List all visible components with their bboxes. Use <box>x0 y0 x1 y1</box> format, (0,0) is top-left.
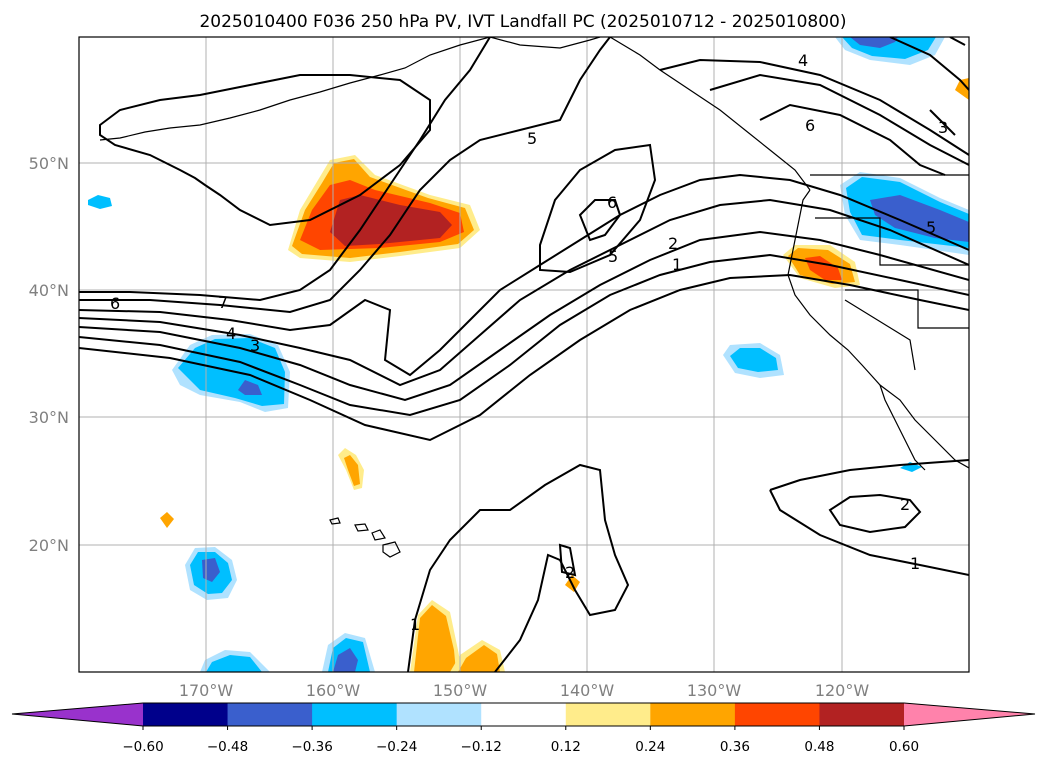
lat-label: 40°N <box>29 281 69 300</box>
colorbar-tick-label: −0.12 <box>461 739 502 755</box>
colorbar-bin <box>819 703 905 726</box>
colorbar-ticks: −0.60 −0.48 −0.36 −0.24 −0.12 0.12 0.24 0.36 0.4… <box>122 726 919 755</box>
colorbar-tick-label: 0.48 <box>804 739 834 755</box>
lon-label: 170°W <box>179 681 234 700</box>
negative-anomaly-baja <box>900 462 922 472</box>
positive-anomaly-north-pacific <box>288 155 480 262</box>
lon-label: 150°W <box>433 681 488 700</box>
contour-label: 2 <box>900 495 910 514</box>
colorbar-bin <box>143 703 229 726</box>
contour-label: 2 <box>668 234 678 253</box>
contour-label: 6 <box>805 116 815 135</box>
lon-label: 120°W <box>815 681 870 700</box>
colorbar-bin <box>481 703 567 726</box>
colorbar-bin <box>227 703 313 726</box>
colorbar-bin <box>12 703 143 726</box>
contour-label: 6 <box>110 294 120 313</box>
colorbar-bin <box>312 703 398 726</box>
latitude-labels: 50°N 40°N 30°N 20°N <box>29 154 69 555</box>
colorbar-tick-label: −0.36 <box>291 739 332 755</box>
contour-label: 1 <box>910 554 920 573</box>
colorbar-tick-label: −0.24 <box>376 739 417 755</box>
lon-label: 130°W <box>687 681 742 700</box>
colorbar-bin <box>650 703 736 726</box>
positive-anomaly-small-2 <box>160 512 174 528</box>
lat-label: 30°N <box>29 408 69 427</box>
map-frame <box>78 36 970 673</box>
contour-label: 6 <box>607 193 617 212</box>
contour-label: 1 <box>410 615 420 634</box>
contour-label: 5 <box>608 247 618 266</box>
longitude-labels: 170°W 160°W 150°W 140°W 130°W 120°W <box>179 681 870 700</box>
colorbar: −0.60 −0.48 −0.36 −0.24 −0.12 0.12 0.24 0.36 0.4… <box>11 702 1036 755</box>
colorbar-outline <box>11 702 1036 727</box>
colorbar-bin <box>734 703 820 726</box>
lon-label: 140°W <box>560 681 615 700</box>
contour-label: 5 <box>926 218 936 237</box>
contour-labels: 6 7 4 3 5 6 5 2 1 4 6 3 2 1 1 2 5 <box>110 51 948 634</box>
colorbar-tick-label: 0.60 <box>889 739 919 755</box>
coastlines <box>99 37 969 558</box>
negative-anomaly-offshore-ca <box>723 343 784 378</box>
colorbar-tick-label: 0.36 <box>720 739 750 755</box>
colorbar-bin <box>565 703 651 726</box>
contour-label: 4 <box>798 51 808 70</box>
negative-anomaly-south <box>200 633 375 672</box>
colorbar-bin <box>904 703 1035 726</box>
contour-label: 1 <box>672 255 682 274</box>
contour-label: 5 <box>527 129 537 148</box>
colorbar-bin <box>396 703 482 726</box>
contour-label: 4 <box>226 324 236 343</box>
colorbar-tick-label: −0.48 <box>207 739 248 755</box>
negative-anomaly-top <box>835 37 969 100</box>
lat-label: 20°N <box>29 536 69 555</box>
contour-label: 7 <box>218 293 228 312</box>
colorbar-tick-label: 0.12 <box>551 739 581 755</box>
lat-label: 50°N <box>29 154 69 173</box>
negative-anomaly-small-west <box>88 195 112 209</box>
ivt-contours <box>79 37 969 672</box>
negative-anomaly-pacific-northwest <box>840 172 969 255</box>
contour-label: 3 <box>250 336 260 355</box>
colorbar-tick-label: −0.60 <box>122 739 163 755</box>
colorbar-tick-label: 0.24 <box>635 739 665 755</box>
contour-label: 3 <box>938 118 948 137</box>
contour-label: 2 <box>565 563 575 582</box>
lon-label: 160°W <box>306 681 361 700</box>
colorbar-bins <box>12 703 1035 726</box>
figure-title: 2025010400 F036 250 hPa PV, IVT Landfall… <box>199 12 846 32</box>
positive-anomaly-south <box>410 575 580 672</box>
map-panel: 6 7 4 3 5 6 5 2 1 4 6 3 2 1 1 2 5 <box>78 36 970 673</box>
